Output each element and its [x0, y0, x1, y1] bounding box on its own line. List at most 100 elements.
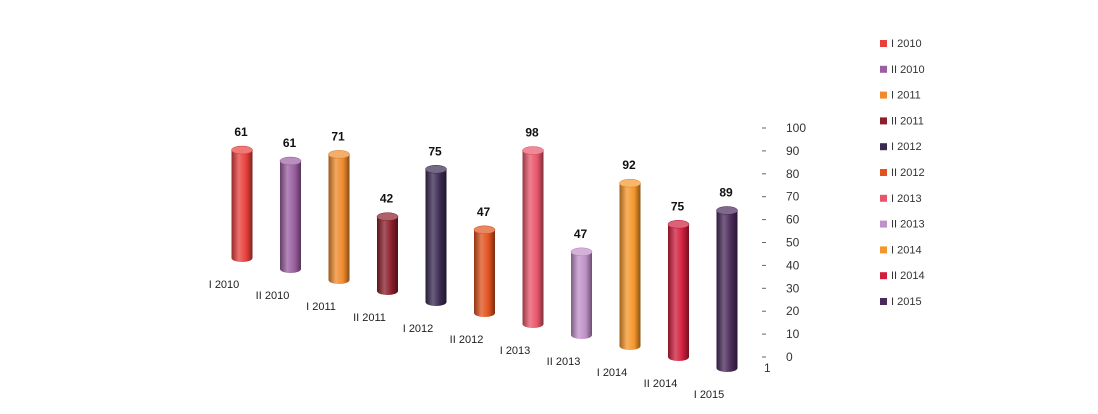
legend-label: I 2011	[891, 90, 921, 102]
legend-item: II 2014	[880, 270, 925, 282]
bar-top	[231, 145, 253, 155]
category-label: I 2011	[306, 301, 336, 313]
bar-top	[279, 156, 302, 166]
y-tick-label: 10	[786, 327, 800, 341]
bar-body	[571, 251, 592, 339]
legend-label: II 2013	[891, 219, 925, 231]
bar-body	[668, 224, 689, 361]
bar-ii-2012: 47	[473, 205, 496, 317]
legend-label: I 2015	[891, 296, 922, 308]
data-label: 61	[283, 136, 297, 150]
data-label: 75	[428, 144, 442, 158]
legend-swatch	[880, 220, 887, 228]
legend-label: I 2014	[891, 244, 922, 256]
bar-body	[377, 216, 398, 295]
bar-top	[619, 178, 641, 188]
bar-i-2012: 75	[425, 144, 447, 306]
category-label: II 2013	[547, 356, 581, 368]
category-label: II 2012	[450, 334, 484, 346]
legend-item: II 2012	[880, 167, 925, 179]
legend-item: I 2011	[880, 90, 921, 102]
legend-item: I 2013	[880, 193, 922, 205]
y-tick-label: 70	[786, 190, 800, 204]
bar-top	[522, 146, 544, 155]
y-tick-label: 90	[786, 144, 800, 158]
category-label: I 2014	[597, 367, 628, 379]
bar-top	[570, 247, 593, 257]
legend-swatch	[880, 143, 887, 151]
category-label: I 2010	[209, 279, 240, 291]
data-label: 42	[380, 192, 394, 206]
legend-item: II 2010	[880, 64, 925, 76]
category-label: I 2012	[403, 323, 434, 335]
legend-swatch	[880, 117, 887, 125]
y-tick-label: 20	[786, 304, 800, 318]
bar-i-2015: 89	[716, 185, 738, 372]
legend-label: II 2011	[891, 115, 924, 127]
bar-top	[473, 225, 496, 235]
bar-body	[619, 183, 641, 350]
category-axis: I 2010 II 2010 I 2011 II 2011 I 2012 II 2012 I…	[209, 279, 725, 401]
bar-ii-2011: 42	[376, 192, 399, 295]
axis-corner-label: 1	[764, 361, 771, 375]
legend-item: I 2014	[880, 244, 922, 256]
bar-top	[667, 220, 690, 229]
data-label: 98	[525, 126, 539, 140]
bar-ii-2013: 47	[570, 227, 593, 339]
bar-top	[425, 165, 447, 174]
y-tick-label: 30	[786, 281, 800, 295]
data-label: 47	[574, 227, 588, 241]
legend-swatch	[880, 194, 887, 202]
legend-label: I 2013	[891, 193, 922, 205]
data-label: 92	[622, 158, 636, 172]
bar-body	[425, 169, 447, 306]
legend-swatch	[880, 91, 887, 99]
bar-body	[328, 154, 350, 284]
bar-i-2014: 92	[619, 158, 641, 350]
bar-ii-2014: 75	[667, 199, 690, 361]
legend-swatch	[880, 65, 887, 73]
legend-label: II 2012	[891, 167, 925, 179]
legend-swatch	[880, 246, 887, 254]
data-label: 71	[331, 129, 345, 143]
bar-i-2013: 98	[522, 126, 544, 328]
y-tick-label: 50	[786, 236, 800, 250]
legend-item: I 2012	[880, 141, 922, 153]
data-label: 47	[477, 205, 491, 219]
bar-i-2011: 71	[328, 129, 350, 284]
bar-body	[522, 150, 544, 328]
data-label: 75	[671, 199, 685, 213]
bar-top	[328, 150, 350, 159]
bar-body	[231, 150, 253, 262]
data-label: 89	[719, 185, 733, 199]
category-label: II 2014	[644, 378, 678, 390]
bar-body	[716, 210, 738, 372]
category-label: I 2015	[694, 389, 725, 401]
legend-swatch	[880, 272, 887, 280]
y-tick-label: 60	[786, 213, 800, 227]
y-tick-label: 100	[786, 121, 806, 135]
legend-swatch	[880, 40, 887, 47]
bar-body	[474, 229, 495, 317]
legend-item: II 2011	[880, 115, 924, 127]
legend: I 2010 II 2010 I 2011 II 2011 I 2012 II 2012 I…	[880, 38, 925, 308]
legend-label: II 2014	[891, 270, 925, 282]
bar-series: 61 61 71 42 75 47 98 47 92 75 89	[231, 125, 738, 372]
bar-body	[280, 161, 301, 273]
y-tick-label: 0	[786, 350, 793, 364]
y-tick-label: 40	[786, 258, 800, 272]
legend-label: I 2012	[891, 141, 922, 153]
category-label: II 2010	[256, 290, 290, 302]
legend-label: II 2010	[891, 64, 925, 76]
legend-item: II 2013	[880, 219, 925, 231]
category-label: II 2011	[353, 312, 386, 324]
legend-item: I 2015	[880, 296, 922, 308]
legend-label: I 2010	[891, 38, 922, 50]
data-label: 61	[234, 125, 248, 139]
bar-i-2010: 61	[231, 125, 253, 262]
bar-top	[376, 212, 399, 221]
bar-top	[716, 206, 738, 215]
legend-swatch	[880, 169, 887, 176]
